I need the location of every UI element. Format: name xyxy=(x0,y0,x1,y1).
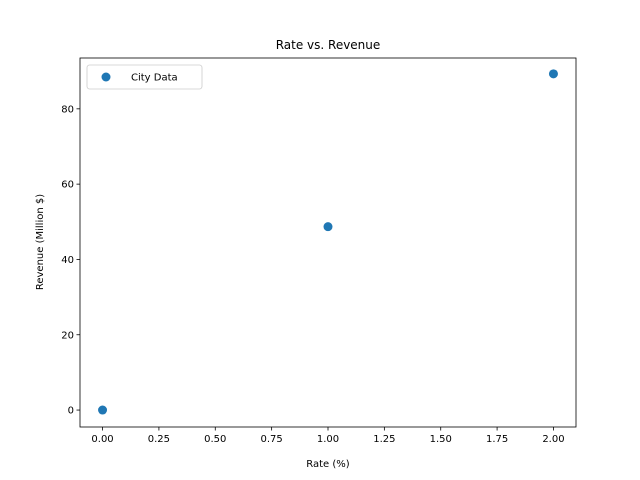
legend-box xyxy=(86,64,203,90)
x-tick-label: 0.25 xyxy=(148,434,170,445)
x-tick-label: 0.00 xyxy=(91,434,113,445)
legend: City Data xyxy=(86,64,203,90)
x-tick-label: 2.00 xyxy=(542,434,564,445)
x-tick-label: 1.00 xyxy=(317,434,339,445)
x-tick-label: 1.25 xyxy=(373,434,395,445)
y-tick-label: 80 xyxy=(61,104,74,115)
x-tick-label: 0.50 xyxy=(204,434,226,445)
legend-marker xyxy=(101,72,111,82)
axes-frame xyxy=(79,57,577,428)
y-axis-title: Revenue (Million $) xyxy=(35,194,46,290)
x-tick-label: 1.75 xyxy=(486,434,508,445)
data-point xyxy=(323,222,333,232)
x-tick-label: 0.75 xyxy=(261,434,283,445)
y-tick-label: 20 xyxy=(61,330,74,341)
plot-area: 0.00 0.25 0.50 0.75 1.00 1.25 1.50 1.75 2.00 0 20 4… xyxy=(61,57,577,445)
x-axis-title: Rate (%) xyxy=(306,459,350,470)
y-tick-label: 60 xyxy=(61,180,74,191)
y-tick-label: 0 xyxy=(68,406,74,417)
data-point xyxy=(98,405,108,415)
chart-title: Rate vs. Revenue xyxy=(276,38,381,52)
x-tick-label: 1.50 xyxy=(430,434,452,445)
y-tick-label: 40 xyxy=(61,255,74,266)
data-point xyxy=(548,69,558,79)
legend-label: City Data xyxy=(131,73,178,84)
